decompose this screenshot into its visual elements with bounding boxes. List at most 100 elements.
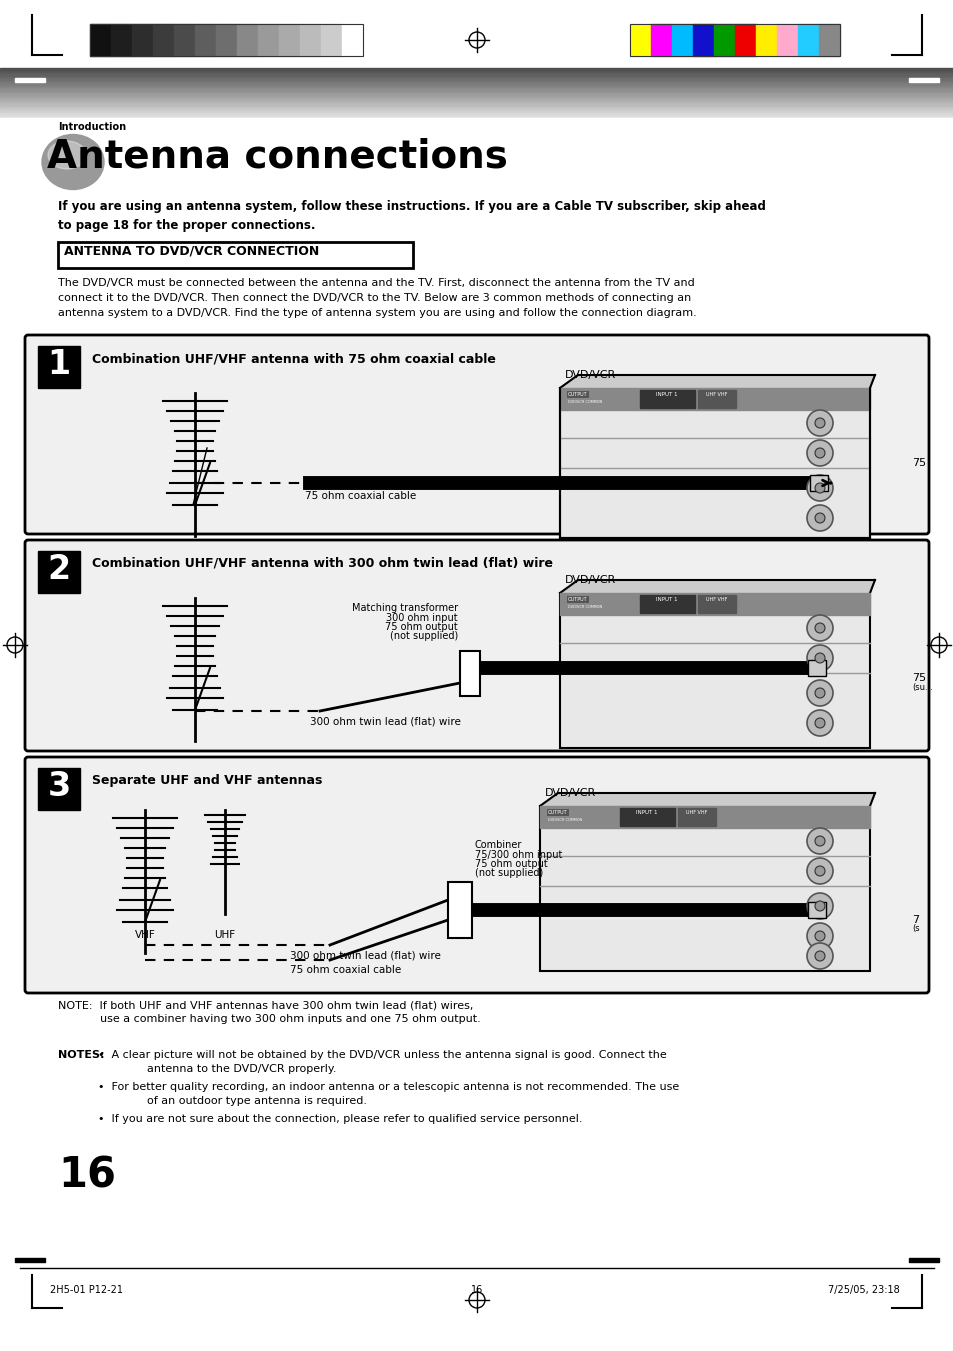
Bar	[818, 24, 840, 55]
Bar	[0, 97, 953, 99]
Bar	[0, 84, 953, 86]
Circle shape	[814, 513, 824, 523]
Bar	[0, 74, 953, 76]
Text: DVD/VCR COMMON: DVD/VCR COMMON	[567, 605, 601, 609]
Text: UHF VHF: UHF VHF	[685, 811, 707, 815]
Bar	[0, 113, 953, 115]
Bar	[797, 24, 818, 55]
Text: The DVD/VCR must be connected between the antenna and the TV. First, disconnect : The DVD/VCR must be connected between th…	[58, 278, 696, 319]
Text: 300 ohm input: 300 ohm input	[386, 613, 457, 623]
Text: 16: 16	[471, 1285, 482, 1296]
Bar	[678, 808, 716, 825]
Bar	[619, 808, 675, 825]
Ellipse shape	[48, 141, 86, 169]
Bar	[132, 24, 152, 55]
Bar	[0, 88, 953, 89]
Circle shape	[814, 931, 824, 942]
Bar	[671, 24, 692, 55]
Bar	[320, 24, 341, 55]
Text: UHF VHF: UHF VHF	[705, 392, 727, 397]
Text: UHF VHF: UHF VHF	[705, 597, 727, 603]
Bar	[0, 73, 953, 74]
Bar	[639, 390, 695, 408]
Text: Combination UHF/VHF antenna with 300 ohm twin lead (flat) wire: Combination UHF/VHF antenna with 300 ohm…	[91, 557, 553, 570]
Bar	[215, 24, 236, 55]
Circle shape	[814, 717, 824, 728]
Text: OUTPUT: OUTPUT	[567, 392, 587, 397]
Bar	[0, 108, 953, 109]
Bar	[0, 77, 953, 78]
Text: 75 ohm output: 75 ohm output	[385, 621, 457, 632]
Bar	[539, 807, 869, 828]
Text: If you are using an antenna system, follow these instructions. If you are a Cabl: If you are using an antenna system, foll…	[58, 200, 765, 231]
Bar	[0, 107, 953, 108]
Bar	[807, 661, 825, 676]
Text: ANTENNA TO DVD/VCR CONNECTION: ANTENNA TO DVD/VCR CONNECTION	[64, 245, 319, 258]
Bar	[0, 89, 953, 91]
Text: •  If you are not sure about the connection, please refer to qualified service p: • If you are not sure about the connecti…	[98, 1115, 582, 1124]
Bar	[0, 91, 953, 92]
Bar	[692, 24, 713, 55]
Bar	[629, 24, 650, 55]
Text: Matching transformer: Matching transformer	[352, 603, 457, 613]
Bar	[0, 82, 953, 85]
Bar	[807, 902, 825, 917]
Bar	[194, 24, 215, 55]
Circle shape	[814, 653, 824, 663]
Text: NOTES:: NOTES:	[58, 1050, 105, 1061]
Text: INPUT 1: INPUT 1	[656, 597, 677, 603]
Text: 2: 2	[48, 553, 71, 586]
Circle shape	[814, 901, 824, 911]
Bar	[559, 388, 869, 409]
Circle shape	[806, 615, 832, 640]
Bar	[809, 476, 827, 490]
Bar	[0, 86, 953, 89]
Bar	[341, 24, 363, 55]
Bar	[15, 1258, 45, 1262]
Circle shape	[806, 505, 832, 531]
Bar	[0, 104, 953, 105]
Bar	[111, 24, 132, 55]
Text: 75 ohm coaxial cable: 75 ohm coaxial cable	[290, 965, 401, 975]
Text: 16: 16	[58, 1155, 116, 1197]
Text: 75 ohm coaxial cable: 75 ohm coaxial cable	[305, 490, 416, 501]
Circle shape	[814, 951, 824, 961]
Bar	[90, 24, 363, 55]
Bar	[38, 551, 80, 593]
Bar	[0, 68, 953, 70]
Text: (not supplied): (not supplied)	[390, 631, 457, 640]
Bar	[559, 388, 869, 538]
Text: 300 ohm twin lead (flat) wire: 300 ohm twin lead (flat) wire	[290, 950, 440, 961]
Circle shape	[806, 923, 832, 948]
Text: VHF: VHF	[134, 929, 155, 940]
Bar	[0, 80, 953, 81]
Text: •  A clear picture will not be obtained by the DVD/VCR unless the antenna signal: • A clear picture will not be obtained b…	[98, 1050, 666, 1074]
Text: DVD/VCR COMMON: DVD/VCR COMMON	[547, 817, 581, 821]
Bar	[0, 93, 953, 95]
Text: DVD/VCR COMMON: DVD/VCR COMMON	[567, 400, 601, 404]
Bar	[0, 99, 953, 101]
Text: Separate UHF and VHF antennas: Separate UHF and VHF antennas	[91, 774, 322, 788]
Bar	[0, 72, 953, 73]
Bar	[0, 105, 953, 107]
Text: (su...: (su...	[911, 684, 932, 692]
Circle shape	[806, 680, 832, 707]
Circle shape	[814, 836, 824, 846]
Text: 75: 75	[911, 458, 925, 467]
Bar	[0, 103, 953, 105]
Bar	[0, 109, 953, 111]
Bar	[0, 95, 953, 96]
FancyBboxPatch shape	[25, 757, 928, 993]
Bar	[58, 242, 413, 267]
Circle shape	[806, 711, 832, 736]
Bar	[459, 651, 479, 696]
Text: Combiner: Combiner	[475, 840, 522, 850]
Bar	[0, 116, 953, 119]
Circle shape	[814, 623, 824, 634]
Bar	[0, 99, 953, 100]
Bar	[299, 24, 320, 55]
Text: Antenna connections: Antenna connections	[47, 138, 507, 176]
Bar	[152, 24, 173, 55]
Text: DVD/VCR: DVD/VCR	[544, 788, 596, 798]
Circle shape	[806, 409, 832, 436]
